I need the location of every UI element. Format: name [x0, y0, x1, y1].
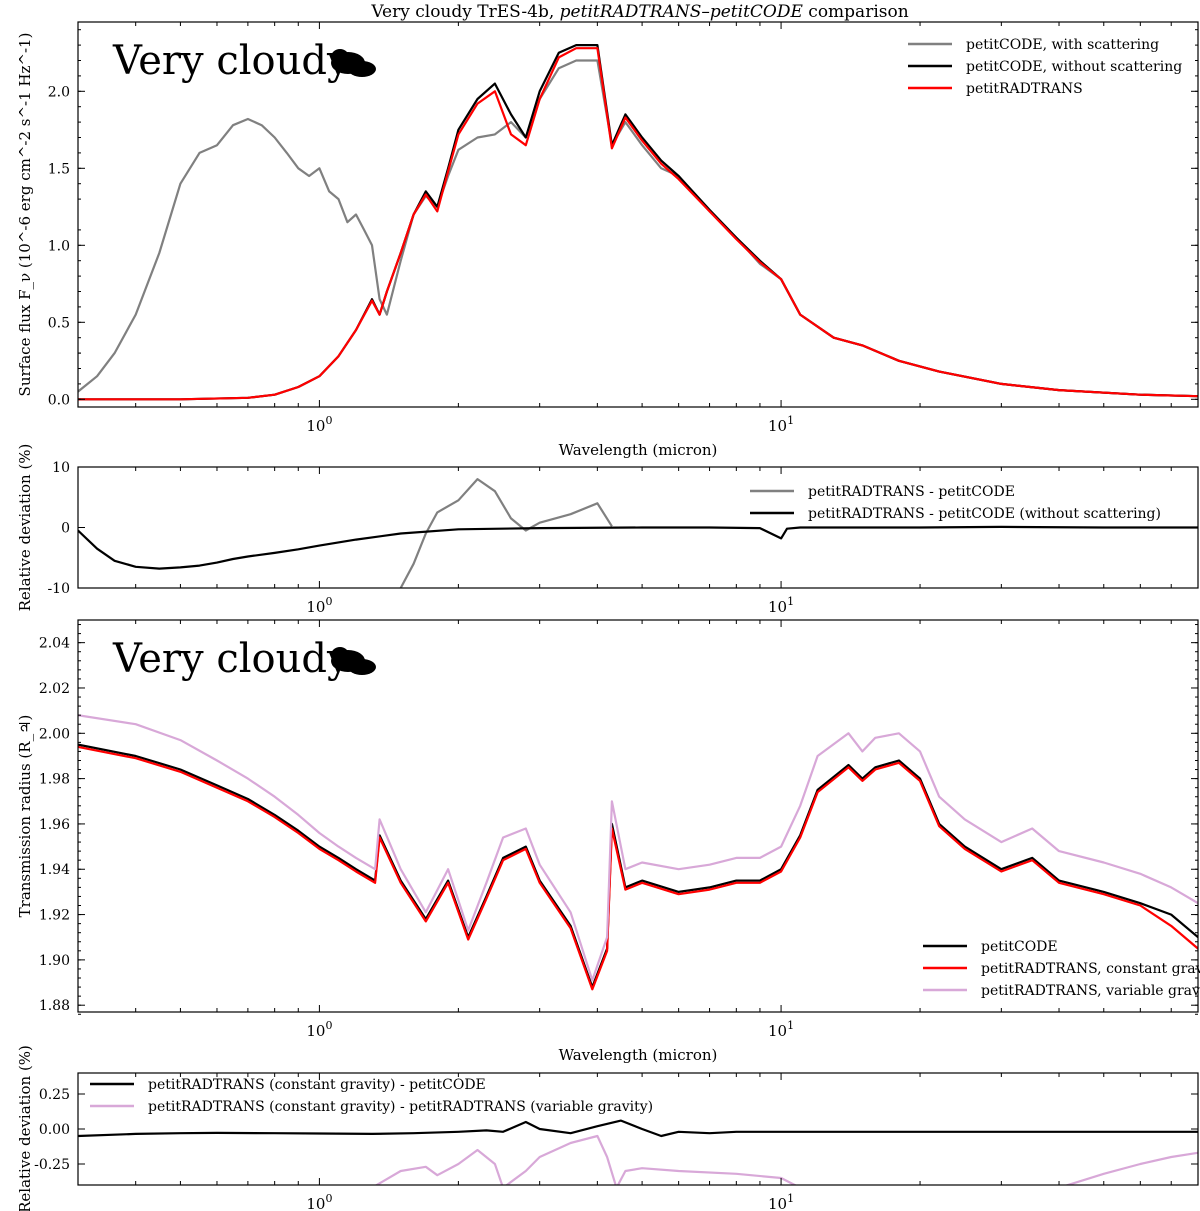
- series-line-1: [78, 44, 1198, 401]
- transmission-deviation-panel: 100 101 -0.25 0.00 0.25 Relative deviation (%…: [16, 1045, 1199, 1211]
- legend-label: petitCODE: [981, 939, 1058, 955]
- x-axis-label: Wavelength (micron): [559, 1046, 718, 1064]
- y-tick-label: 0.25: [39, 1087, 70, 1103]
- legend-label: petitCODE, without scattering: [966, 59, 1182, 75]
- y-tick-label: 2.00: [39, 726, 70, 742]
- plot-area: [78, 478, 1198, 588]
- legend-label: petitRADTRANS (constant gravity) - petit…: [148, 1077, 486, 1093]
- y-tick-label: 0.00: [39, 1122, 70, 1138]
- very-cloudy-annotation: Very cloudy: [112, 38, 350, 84]
- x-axis-label: Wavelength (micron): [559, 441, 718, 459]
- y-tick-label: -10: [47, 581, 70, 597]
- y-tick-label: 1.88: [39, 998, 70, 1014]
- series-line-2: [78, 714, 1198, 982]
- legend-label: petitRADTRANS, constant gravity: [981, 961, 1200, 977]
- y-tick-label: 1.90: [39, 953, 70, 969]
- emission-deviation-panel: 100 101 -10 0 10 Relative deviation (%) petitR…: [16, 444, 1199, 616]
- x-tick-label: 100: [306, 1192, 332, 1211]
- x-tick-label: 100: [306, 414, 332, 435]
- plot-area: [78, 714, 1198, 991]
- y-tick-label: 0.0: [48, 392, 70, 408]
- series-line-1: [78, 525, 1198, 570]
- x-tick-label: 101: [768, 1192, 794, 1211]
- y-tick-label: 0.5: [48, 315, 70, 331]
- x-tick-label: 101: [768, 595, 794, 616]
- series-line-0: [78, 1119, 1198, 1138]
- x-tick-label: 101: [768, 414, 794, 435]
- x-tick-label: 100: [306, 1019, 332, 1040]
- legend-label: petitRADTRANS - petitCODE (without scatt…: [808, 506, 1161, 522]
- series-line-1: [374, 1134, 1198, 1185]
- cloud-icon: [331, 647, 376, 675]
- y-axis-label: Relative deviation (%): [16, 1045, 34, 1211]
- plot-area: [78, 44, 1198, 401]
- x-tick-label: 100: [306, 595, 332, 616]
- series-line-2: [78, 47, 1198, 401]
- legend-label: petitRADTRANS (constant gravity) - petit…: [148, 1099, 653, 1115]
- figure-title: Very cloudy TrES-4b, petitRADTRANS–petit…: [370, 2, 908, 22]
- y-tick-label: -0.25: [34, 1157, 70, 1173]
- y-tick-label: 10: [52, 460, 70, 476]
- emission-spectrum-panel: 100 101 0.0 0.5 1.0 1.5 2.0 Wavelength (micron)…: [16, 21, 1199, 459]
- axes-frame: [77, 21, 1199, 408]
- y-tick-label: 1.94: [39, 862, 70, 878]
- transmission-spectrum-panel: 100 101 1.88 1.90 1.92 1.94 1.96 1.98 2.00 2.02 2.…: [16, 619, 1200, 1064]
- axes-frame: [77, 619, 1199, 1013]
- legend-label: petitRADTRANS: [966, 81, 1083, 97]
- legend-label: petitRADTRANS - petitCODE: [808, 484, 1015, 500]
- y-tick-label: 1.0: [48, 238, 70, 254]
- cloud-icon: [331, 49, 376, 77]
- x-tick-label: 101: [768, 1019, 794, 1040]
- series-line-0: [399, 478, 613, 588]
- y-tick-label: 0: [61, 521, 70, 537]
- y-tick-label: 2.04: [39, 636, 70, 652]
- y-tick-label: 1.92: [39, 908, 70, 924]
- legend-label: petitCODE, with scattering: [966, 37, 1159, 53]
- y-tick-label: 1.5: [48, 161, 70, 177]
- very-cloudy-annotation: Very cloudy: [112, 636, 350, 682]
- y-axis-label: Transmission radius (R_♃): [16, 715, 34, 918]
- series-line-0: [78, 59, 1198, 398]
- y-tick-label: 2.0: [48, 84, 70, 100]
- legend-label: petitRADTRANS, variable gravity: [981, 983, 1200, 999]
- y-tick-label: 1.96: [39, 817, 70, 833]
- y-tick-label: 2.02: [39, 681, 70, 697]
- y-axis-label: Relative deviation (%): [16, 444, 34, 612]
- y-axis-label: Surface flux F_ν (10^-6 erg cm^-2 s^-1 H…: [16, 33, 34, 397]
- plot-area: [78, 1119, 1198, 1185]
- y-tick-label: 1.98: [39, 772, 70, 788]
